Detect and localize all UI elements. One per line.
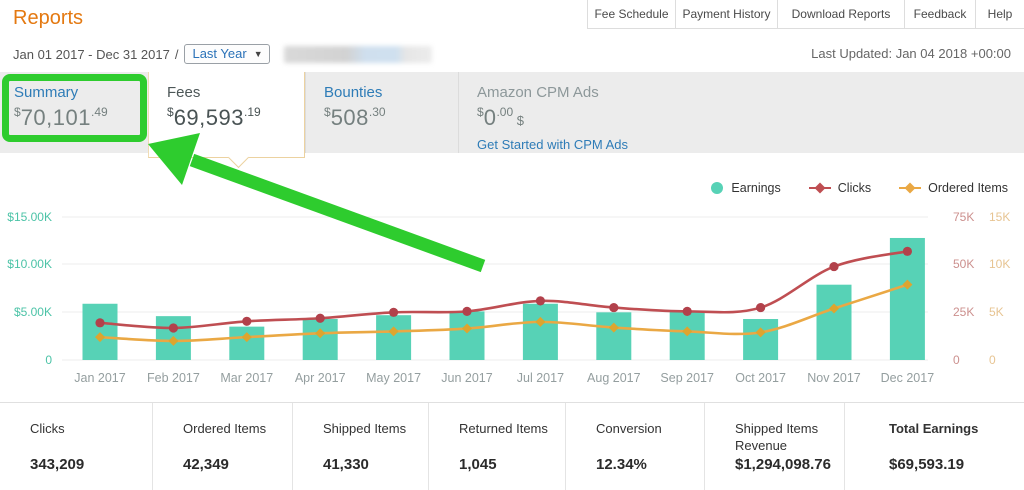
nav-feedback[interactable]: Feedback (904, 0, 975, 28)
tab-fees-label: Fees (167, 84, 201, 101)
date-separator: / (174, 46, 179, 62)
redacted-tracking-id (283, 45, 432, 63)
svg-text:25K: 25K (953, 305, 974, 319)
legend-ordered-items[interactable]: Ordered Items (899, 181, 1008, 195)
earnings-marker-icon (711, 182, 724, 194)
legend-earnings[interactable]: Earnings (710, 181, 781, 195)
tab-fees[interactable]: Fees $69,593.19 (148, 72, 305, 169)
chart-legend: Earnings Clicks Ordered Items (710, 181, 1008, 195)
tab-fees-value: $69,593.19 (167, 105, 261, 130)
date-bar: Jan 01 2017 - Dec 31 2017 / Last Year ▼ (13, 44, 432, 64)
tab-summary[interactable]: Summary $70,101.49 (0, 72, 148, 153)
nav-help[interactable]: Help (975, 0, 1024, 28)
svg-text:Oct 2017: Oct 2017 (735, 371, 786, 385)
clicks-marker-icon (808, 182, 831, 194)
svg-text:0: 0 (989, 353, 996, 367)
tab-amazon-cpm-ads[interactable]: Amazon CPM Ads $0.00 $ Get Started with … (458, 72, 1024, 153)
svg-text:$5.00K: $5.00K (14, 305, 52, 319)
tab-bounties-value: $508.30 (324, 105, 386, 130)
tab-bounties-label: Bounties (324, 84, 383, 101)
svg-text:0: 0 (953, 353, 960, 367)
svg-text:Nov 2017: Nov 2017 (807, 371, 861, 385)
ordered-items-marker-icon (899, 182, 922, 194)
earnings-tabs: Summary $70,101.49 Fees $69,593.19 Bount… (0, 72, 1024, 169)
tab-cpm-label: Amazon CPM Ads (477, 84, 599, 101)
svg-text:5K: 5K (989, 305, 1004, 319)
top-nav: Fee Schedule Payment History Download Re… (587, 0, 1024, 29)
chart-canvas: $15.00K $10.00K $5.00K 0 75K 50K 25K 0 15K 10K 5K 0… (7, 210, 1010, 385)
svg-text:0: 0 (45, 353, 52, 367)
get-started-cpm-link[interactable]: Get Started with CPM Ads (477, 137, 629, 152)
page-title: Reports (13, 7, 84, 29)
stat-conversion: Conversion 12.34% (565, 403, 704, 490)
svg-text:Jan 2017: Jan 2017 (74, 371, 125, 385)
stat-shipped-items-revenue: Shipped Items Revenue $1,294,098.76 (704, 403, 844, 490)
active-tab-notch (227, 146, 250, 169)
svg-text:Sep 2017: Sep 2017 (660, 371, 714, 385)
nav-fee-schedule[interactable]: Fee Schedule (587, 0, 675, 28)
tab-summary-label: Summary (14, 84, 79, 101)
nav-payment-history[interactable]: Payment History (675, 0, 777, 28)
stat-returned-items: Returned Items 1,045 (428, 403, 565, 490)
tab-cpm-value: $0.00 $ (477, 105, 524, 130)
svg-text:Dec 2017: Dec 2017 (881, 371, 935, 385)
last-updated: Last Updated: Jan 04 2018 +00:00 (811, 46, 1011, 61)
stat-total-earnings: Total Earnings $69,593.19 (844, 403, 1024, 490)
date-range: Jan 01 2017 - Dec 31 2017 (13, 46, 170, 62)
nav-download-reports[interactable]: Download Reports (777, 0, 904, 28)
tab-bounties[interactable]: Bounties $508.30 (305, 72, 458, 153)
svg-text:Apr 2017: Apr 2017 (295, 371, 346, 385)
svg-text:Aug 2017: Aug 2017 (587, 371, 641, 385)
stat-clicks: Clicks 343,209 (30, 421, 85, 473)
svg-text:Jun 2017: Jun 2017 (441, 371, 492, 385)
summary-stats: Clicks 343,209 Ordered Items 42,349 Ship… (0, 402, 1024, 490)
performance-chart: Earnings Clicks Ordered Items $15.00K $10… (0, 172, 1024, 402)
period-dropdown-value: Last Year (192, 46, 247, 61)
svg-text:75K: 75K (953, 210, 974, 224)
svg-text:Mar 2017: Mar 2017 (220, 371, 273, 385)
stat-ordered-items: Ordered Items 42,349 (152, 403, 292, 490)
chevron-down-icon: ▼ (253, 48, 263, 59)
tab-summary-value: $70,101.49 (14, 105, 108, 130)
svg-text:15K: 15K (989, 210, 1010, 224)
svg-text:Jul 2017: Jul 2017 (517, 371, 564, 385)
svg-text:10K: 10K (989, 257, 1010, 271)
svg-text:May 2017: May 2017 (366, 371, 421, 385)
stat-shipped-items: Shipped Items 41,330 (292, 403, 428, 490)
period-dropdown[interactable]: Last Year ▼ (184, 44, 270, 64)
svg-text:$15.00K: $15.00K (7, 210, 52, 224)
legend-clicks[interactable]: Clicks (808, 181, 871, 195)
svg-text:Feb 2017: Feb 2017 (147, 371, 200, 385)
svg-text:$10.00K: $10.00K (7, 257, 52, 271)
svg-text:50K: 50K (953, 257, 974, 271)
